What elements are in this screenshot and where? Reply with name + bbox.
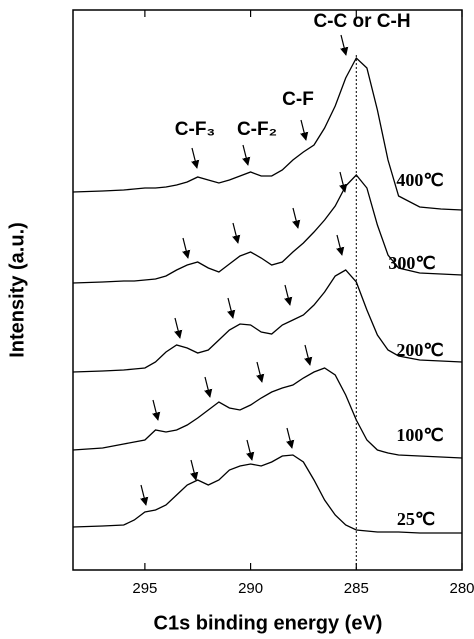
annotation: C-C or C-H bbox=[313, 11, 410, 32]
x-tick-label: 285 bbox=[344, 580, 369, 597]
spectrum-line bbox=[72, 454, 462, 534]
arrow bbox=[300, 119, 309, 141]
x-tick-label: 280 bbox=[449, 580, 474, 597]
spectrum-line bbox=[72, 56, 463, 211]
arrow bbox=[242, 144, 251, 166]
arrow bbox=[304, 344, 313, 366]
arrow bbox=[232, 222, 241, 244]
annotation: C-F₃ bbox=[175, 119, 215, 140]
arrow bbox=[292, 207, 301, 229]
arrow bbox=[190, 459, 199, 481]
series-label: 400℃ bbox=[396, 170, 443, 190]
series-label: 25℃ bbox=[397, 509, 435, 529]
annotation: C-F bbox=[282, 89, 314, 110]
arrow bbox=[340, 34, 349, 56]
x-axis-label: C1s binding energy (eV) bbox=[154, 612, 383, 634]
plot-frame bbox=[72, 9, 463, 571]
arrow bbox=[256, 361, 265, 383]
arrow bbox=[286, 427, 295, 449]
arrow bbox=[152, 399, 161, 421]
arrow bbox=[182, 237, 191, 259]
series-label: 100℃ bbox=[396, 425, 443, 445]
series-label: 300℃ bbox=[388, 253, 435, 273]
arrow bbox=[339, 171, 348, 193]
arrow bbox=[246, 439, 255, 461]
arrow bbox=[227, 297, 236, 319]
spectrum-line bbox=[72, 269, 463, 373]
annotation: C-F₂ bbox=[237, 119, 277, 140]
x-tick-label: 295 bbox=[132, 580, 157, 597]
spectrum-line bbox=[72, 174, 463, 284]
series-label: 200℃ bbox=[396, 340, 443, 360]
arrow bbox=[140, 484, 149, 506]
spectrum-line bbox=[72, 367, 463, 459]
x-tick-label: 290 bbox=[238, 580, 263, 597]
arrow bbox=[336, 234, 345, 256]
arrow bbox=[284, 284, 293, 306]
arrow bbox=[191, 147, 200, 169]
arrow bbox=[174, 317, 183, 339]
y-axis-label: Intensity (a.u.) bbox=[6, 222, 28, 358]
arrow bbox=[204, 376, 213, 398]
